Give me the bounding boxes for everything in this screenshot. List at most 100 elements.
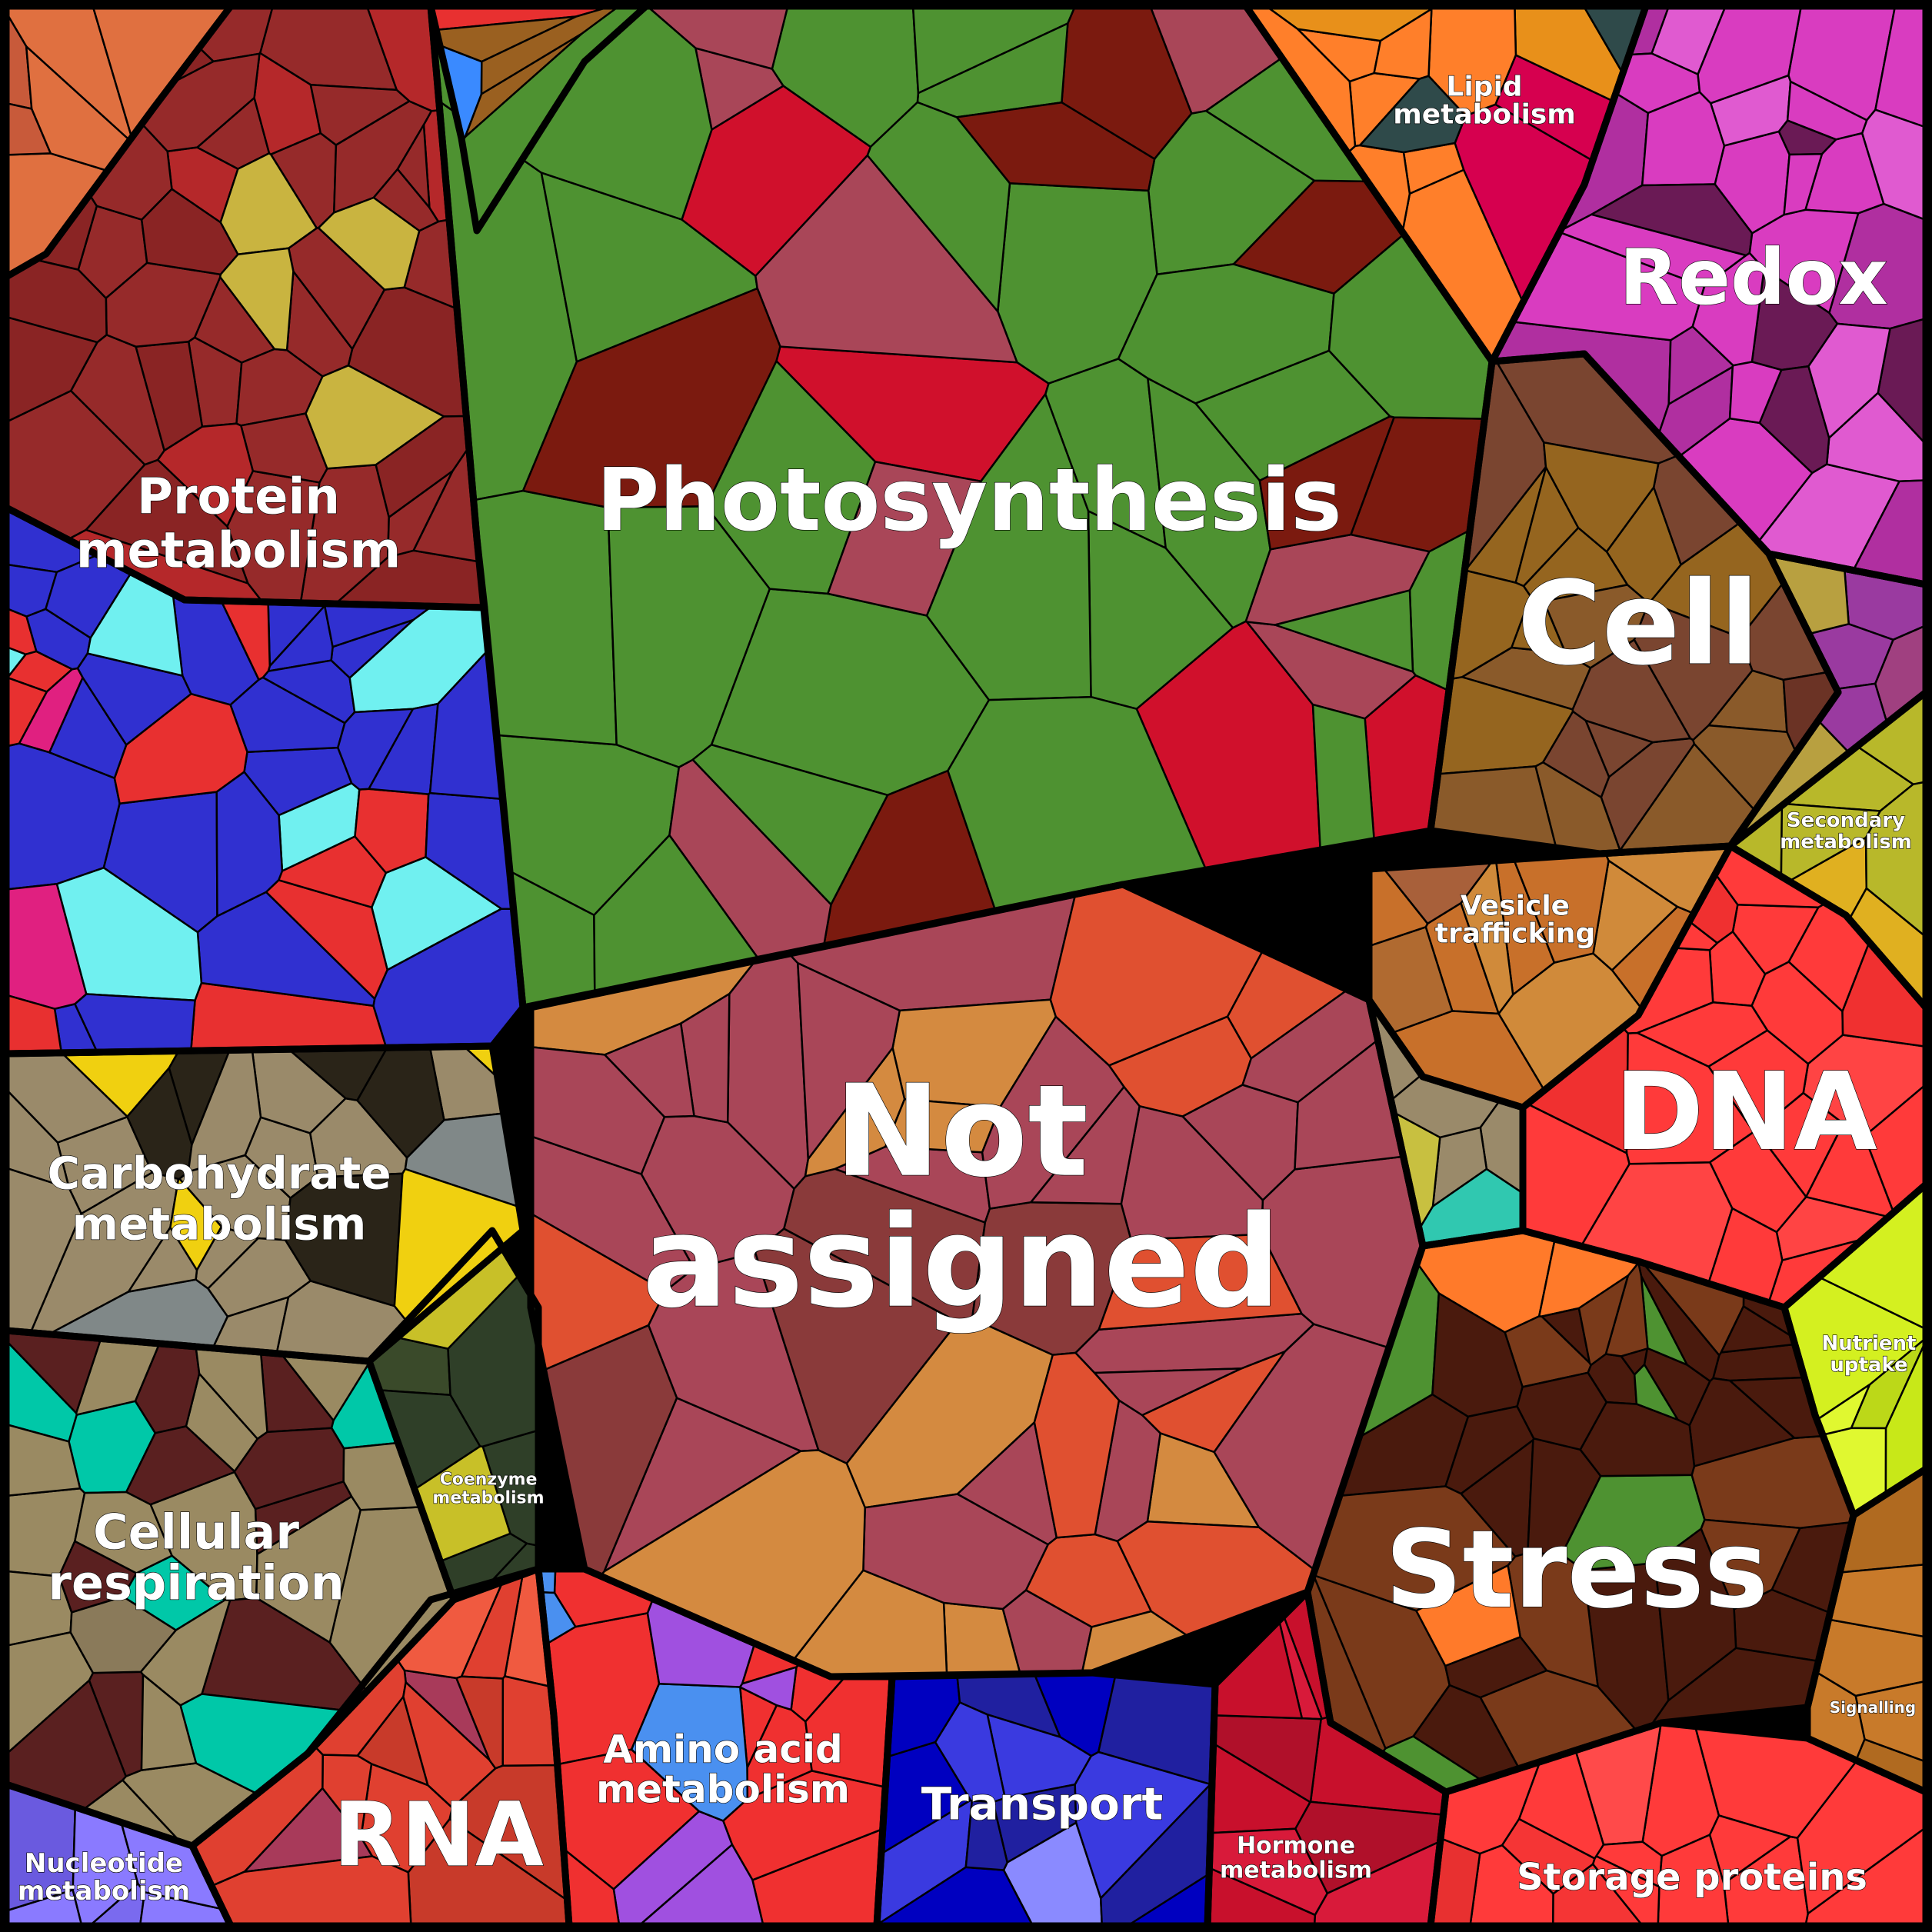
label-rna-line: RNA [333, 1784, 544, 1887]
label-cell-line: Cell [1517, 558, 1760, 691]
region-nucleotide-metabolism-cells [5, 1783, 232, 1927]
label-amino-acid-metabolism-line: metabolism [596, 1767, 850, 1812]
label-nutrient-uptake-line: Nutrient [1821, 1332, 1916, 1355]
label-dna: DNA [1614, 1050, 1877, 1175]
photosynthesis-cell [1258, 415, 1395, 551]
region-vesicle-trafficking-cells [1367, 844, 1732, 1109]
label-transport-line: Transport [921, 1777, 1163, 1830]
dna-cell [1707, 1029, 1810, 1133]
label-nucleotide-metabolism-line: metabolism [18, 1876, 190, 1907]
label-redox: Redox [1619, 232, 1888, 322]
label-cellular-respiration: Cellular respiration [48, 1504, 344, 1611]
label-cellular-respiration-line: Cellular [93, 1504, 299, 1561]
label-nucleotide-metabolism-line: Nucleotide [25, 1848, 183, 1879]
region-nutrient-uptake-cells [1783, 1183, 1927, 1517]
label-carbohydrate-metabolism-line: Carbohydrate [47, 1147, 391, 1199]
label-carbohydrate-metabolism: Carbohydrate metabolism [47, 1147, 391, 1250]
label-lipid-metabolism-line: Lipid [1446, 72, 1522, 103]
label-lipid-metabolism-line: metabolism [1393, 99, 1576, 131]
cellular-respiration-cell [69, 1595, 177, 1674]
label-coenzyme-metabolism-line: metabolism [432, 1489, 544, 1508]
stress-cell [1516, 1371, 1607, 1451]
secondary-metabolism-cell [1780, 802, 1881, 882]
label-stress: Stress [1385, 1507, 1768, 1633]
label-secondary-metabolism-line: Secondary [1787, 809, 1905, 832]
region-misc-left-cells [5, 506, 525, 1055]
region-coenzyme-metabolism[interactable] [365, 1227, 542, 1604]
cell-cell [1633, 601, 1754, 741]
label-protein-metabolism-line: Protein [137, 468, 340, 525]
label-lipid-metabolism: Lipid metabolism [1393, 72, 1576, 131]
carbohydrate-metabolism-cell [126, 1067, 193, 1181]
label-secondary-metabolism: Secondary metabolism [1780, 809, 1912, 854]
label-carbohydrate-metabolism-line: metabolism [72, 1198, 367, 1250]
photosynthesis-cell [955, 101, 1156, 192]
label-vesicle-trafficking: Vesicle trafficking [1435, 891, 1595, 950]
not-assigned-cell [1033, 1351, 1121, 1539]
redox-cell [1807, 322, 1891, 439]
misc-left-cell [215, 771, 284, 918]
cellular-respiration-cell [140, 1674, 198, 1771]
rna-cell [321, 1754, 373, 1839]
lipid-metabolism-cell [1373, 8, 1433, 80]
not-assigned-cell [604, 1022, 695, 1118]
region-lipid-metabolism-cells [1244, 5, 1647, 363]
label-not-assigned-line: Not [834, 1058, 1088, 1205]
region-transport-cells [875, 1671, 1217, 1927]
region-rna-cells [191, 1567, 571, 1927]
region-stress-cells [1306, 1229, 1855, 1794]
label-protein-metabolism: Protein metabolism [76, 468, 401, 579]
label-signalling: Signalling [1830, 1698, 1916, 1717]
region-misc-right[interactable] [1727, 550, 1930, 850]
transport-cell [964, 1800, 1008, 1871]
stress-cell [1312, 1485, 1517, 1612]
label-amino-acid-metabolism: Amino acid metabolism [596, 1727, 850, 1812]
label-storage-proteins: Storage proteins [1517, 1856, 1867, 1899]
photosynthesis-cell [1311, 703, 1375, 851]
label-nutrient-uptake-line: uptake [1830, 1354, 1907, 1377]
photosynthesis-cell [521, 287, 781, 509]
not-assigned-cell [981, 1015, 1125, 1210]
redox-cell [1728, 361, 1783, 425]
label-nutrient-uptake: Nutrient uptake [1821, 1332, 1916, 1377]
not-assigned-cell [797, 962, 901, 1161]
label-protein-metabolism-line: metabolism [76, 522, 401, 579]
protein-metabolism-cell [156, 422, 255, 528]
protein-metabolism-cell [309, 83, 411, 146]
cell-cell [1584, 719, 1654, 778]
redox-cell [1786, 80, 1868, 141]
stress-cell [1579, 1401, 1696, 1477]
cellular-respiration-cell [58, 1540, 138, 1614]
redox-cell [1783, 152, 1824, 216]
region-misc-top-left-cells [5, 5, 232, 278]
misc-left-cell [337, 708, 415, 791]
region-hormone-metabolism-cells [1206, 1591, 1447, 1927]
label-hormone-metabolism: Hormone metabolism [1220, 1833, 1372, 1884]
rna-cell [455, 1675, 505, 1770]
region-not-assigned[interactable] [527, 881, 1427, 1681]
cell-cell [1542, 441, 1660, 553]
region-storage-proteins-cells [1429, 1721, 1927, 1927]
region-cell-cells [1429, 352, 1840, 855]
region-misc-center-right[interactable] [1365, 996, 1527, 1250]
label-photosynthesis: Photosynthesis [596, 451, 1342, 551]
label-secondary-metabolism-line: metabolism [1780, 831, 1912, 854]
protein-metabolism-cell [219, 247, 295, 351]
region-dna-cells [1521, 844, 1927, 1309]
region-carbohydrate-metabolism-cells [5, 1044, 525, 1363]
label-hormone-metabolism-line: Hormone [1237, 1833, 1355, 1860]
label-hormone-metabolism-line: metabolism [1220, 1857, 1372, 1884]
cellular-respiration-cell [233, 1427, 345, 1511]
label-redox-line: Redox [1619, 232, 1888, 322]
region-cellular-respiration-cells [5, 1329, 455, 1847]
region-not-assigned-cells [529, 883, 1424, 1678]
region-amino-acid-metabolism-cells [537, 1567, 894, 1927]
label-not-assigned: Not assigned [642, 1058, 1281, 1336]
region-redox-cells [1491, 5, 1927, 586]
label-amino-acid-metabolism-line: Amino acid [603, 1727, 843, 1772]
stress-cell [1700, 1518, 1801, 1611]
transport-cell [1074, 1750, 1212, 1900]
